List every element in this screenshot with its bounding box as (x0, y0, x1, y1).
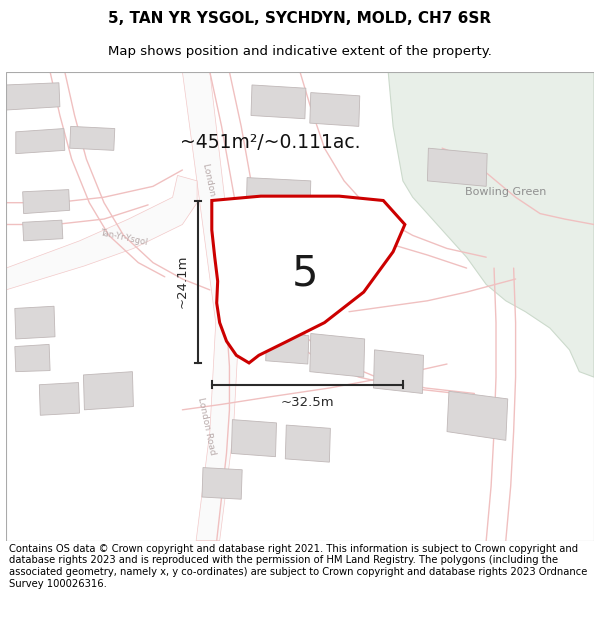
Text: Contains OS data © Crown copyright and database right 2021. This information is : Contains OS data © Crown copyright and d… (9, 544, 587, 589)
Polygon shape (15, 306, 55, 339)
Polygon shape (6, 82, 60, 110)
Text: Map shows position and indicative extent of the property.: Map shows position and indicative extent… (108, 44, 492, 58)
Polygon shape (23, 220, 63, 241)
Polygon shape (70, 126, 115, 151)
Text: 5, TAN YR YSGOL, SYCHDYN, MOLD, CH7 6SR: 5, TAN YR YSGOL, SYCHDYN, MOLD, CH7 6SR (109, 11, 491, 26)
Text: ~24.1m: ~24.1m (175, 255, 188, 309)
Text: Bowling Green: Bowling Green (465, 187, 547, 197)
Polygon shape (232, 419, 277, 457)
Polygon shape (286, 425, 331, 462)
Polygon shape (388, 72, 594, 377)
Text: London Road: London Road (202, 162, 222, 221)
Text: London Road: London Road (196, 396, 217, 456)
Text: ~451m²/~0.111ac.: ~451m²/~0.111ac. (181, 133, 361, 152)
Polygon shape (15, 344, 50, 372)
Polygon shape (266, 332, 309, 364)
Polygon shape (310, 334, 365, 377)
Text: Tan-Yr-Ysgol: Tan-Yr-Ysgol (99, 228, 148, 247)
Polygon shape (251, 85, 306, 119)
Polygon shape (374, 350, 424, 394)
Polygon shape (246, 177, 311, 222)
Polygon shape (23, 189, 70, 214)
Polygon shape (182, 72, 239, 541)
Polygon shape (202, 468, 242, 499)
Polygon shape (310, 92, 360, 126)
Polygon shape (447, 391, 508, 441)
Polygon shape (427, 148, 487, 186)
Polygon shape (40, 382, 79, 415)
Text: 5: 5 (292, 253, 318, 294)
Polygon shape (6, 176, 197, 290)
Polygon shape (16, 129, 65, 154)
Polygon shape (212, 196, 405, 363)
Polygon shape (83, 372, 133, 410)
Text: ~32.5m: ~32.5m (281, 396, 334, 409)
